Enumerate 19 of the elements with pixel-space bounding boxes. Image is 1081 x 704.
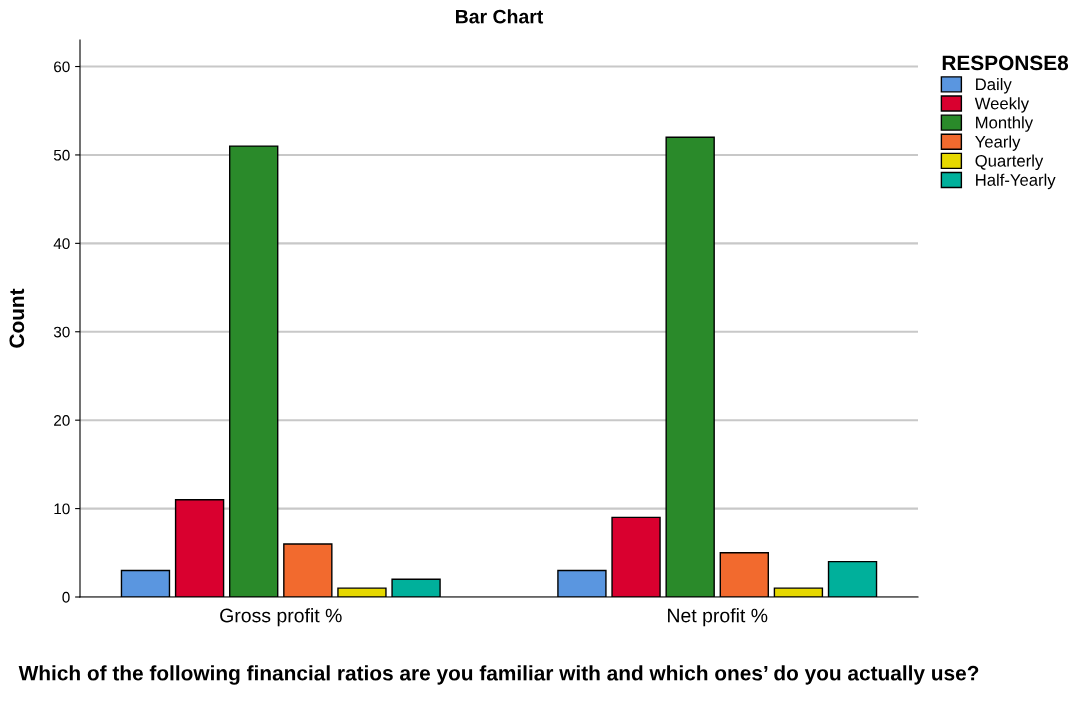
legend-label: Daily: [976, 78, 1012, 94]
x-axis-title: Which of the following financial ratios are you familiar with and which ones’ do you actually use?: [18, 665, 979, 685]
x-tick-label: Net profit %: [668, 608, 768, 627]
legend-label: Half-Yearly: [976, 173, 1056, 190]
legend-label: Monthly: [976, 116, 1034, 132]
y-tick-label: 10: [54, 503, 70, 515]
y-tick-label: 30: [53, 326, 70, 338]
legend-title: RESPONSE8: [942, 55, 1069, 71]
y-tick-label: 40: [53, 238, 70, 250]
y-tick-label: 60: [54, 61, 70, 73]
y-axis-title: Count: [9, 288, 25, 348]
chart-title: Bar Chart: [456, 9, 544, 24]
legend-label: Yearly: [975, 135, 1021, 151]
legend-label: Weekly: [974, 97, 1030, 113]
y-tick-label: 0: [62, 591, 70, 603]
x-tick-label: Gross profit %: [220, 608, 342, 627]
legend-label: Quarterly: [975, 154, 1044, 171]
y-tick-label: 20: [54, 415, 70, 426]
y-tick-label: 50: [53, 149, 70, 161]
